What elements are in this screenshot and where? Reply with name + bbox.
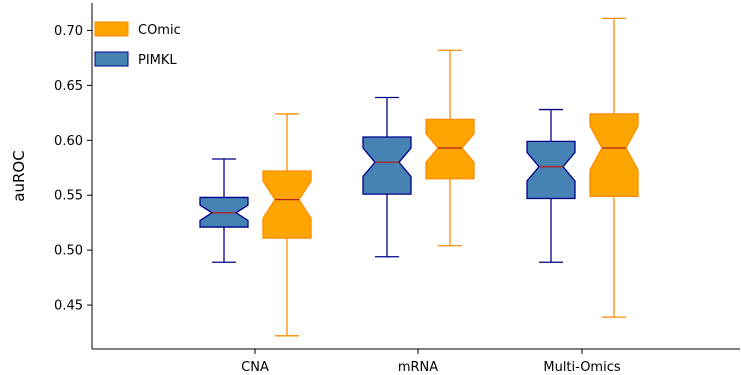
y-tick-label: 0.65 bbox=[54, 79, 83, 94]
legend-swatch-comic bbox=[94, 21, 129, 37]
box-body bbox=[362, 136, 412, 195]
box-series-group bbox=[199, 17, 639, 337]
legend-swatch-pimkl bbox=[94, 51, 129, 67]
legend: COmic PIMKL bbox=[94, 21, 181, 68]
y-axis-label: auROC bbox=[10, 150, 28, 201]
box-pimkl-cna bbox=[199, 158, 249, 263]
y-tick-label: 0.55 bbox=[54, 189, 83, 204]
box-body bbox=[262, 170, 312, 239]
legend-label-comic: COmic bbox=[138, 23, 181, 38]
box-comic-mrna bbox=[425, 49, 475, 247]
y-tick-label: 0.45 bbox=[54, 299, 83, 314]
y-tick-label: 0.60 bbox=[54, 134, 83, 149]
box-body bbox=[526, 140, 576, 200]
box-pimkl-mrna bbox=[362, 96, 412, 258]
y-tick-label: 0.70 bbox=[54, 24, 83, 39]
y-axis: 0.45 0.50 0.55 0.60 0.65 0.70 bbox=[54, 24, 92, 314]
plot-frame bbox=[91, 3, 740, 350]
x-tick-label: mRNA bbox=[398, 360, 438, 375]
x-tick-label: CNA bbox=[241, 360, 269, 375]
series-pimkl bbox=[199, 96, 576, 263]
box-pimkl-multi-omics bbox=[526, 108, 576, 263]
box-comic-cna bbox=[262, 113, 312, 337]
box-body bbox=[589, 113, 639, 197]
series-comic bbox=[262, 17, 639, 337]
y-tick-label: 0.50 bbox=[54, 244, 83, 259]
box-comic-multi-omics bbox=[589, 17, 639, 318]
legend-label-pimkl: PIMKL bbox=[138, 53, 177, 68]
x-axis: CNA mRNA Multi-Omics bbox=[241, 349, 621, 375]
x-tick-label: Multi-Omics bbox=[543, 360, 620, 375]
box-body bbox=[425, 118, 475, 180]
